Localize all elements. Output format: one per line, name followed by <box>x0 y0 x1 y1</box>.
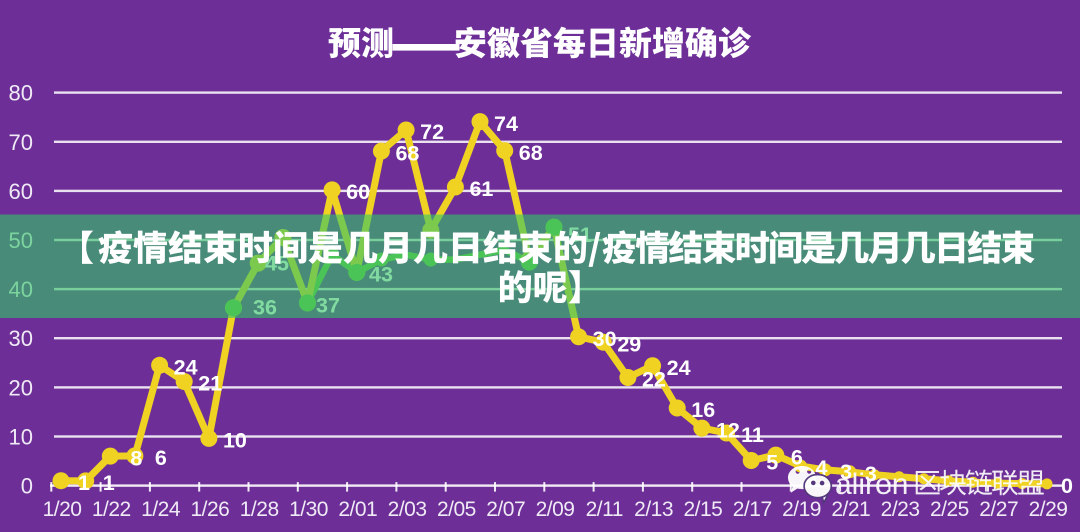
svg-text:1/20: 1/20 <box>43 498 82 521</box>
svg-text:20: 20 <box>9 375 33 400</box>
svg-text:2/25: 2/25 <box>930 498 969 521</box>
svg-text:1/24: 1/24 <box>141 498 181 521</box>
svg-text:16: 16 <box>691 398 715 422</box>
svg-text:2/05: 2/05 <box>437 498 476 521</box>
svg-text:0: 0 <box>21 474 33 499</box>
svg-text:30: 30 <box>593 327 617 351</box>
svg-text:10: 10 <box>9 425 33 450</box>
svg-text:8: 8 <box>130 446 142 470</box>
svg-text:2/15: 2/15 <box>683 498 722 521</box>
svg-text:1/26: 1/26 <box>190 498 229 521</box>
svg-text:1/22: 1/22 <box>92 498 131 521</box>
svg-text:aliren: aliren <box>835 468 908 501</box>
svg-text:2/29: 2/29 <box>1029 498 1068 521</box>
svg-text:0: 0 <box>1061 474 1073 498</box>
svg-text:1: 1 <box>103 471 115 495</box>
svg-text:29: 29 <box>617 332 641 356</box>
svg-text:61: 61 <box>469 177 493 201</box>
svg-text:70: 70 <box>9 130 33 155</box>
svg-text:2/07: 2/07 <box>486 498 525 521</box>
svg-text:2/19: 2/19 <box>782 498 821 521</box>
svg-text:6: 6 <box>791 445 803 469</box>
svg-text:72: 72 <box>420 120 444 144</box>
svg-text:2/09: 2/09 <box>536 498 575 521</box>
svg-text:3: 3 <box>840 460 852 484</box>
svg-text:1/30: 1/30 <box>289 498 328 521</box>
svg-text:74: 74 <box>494 112 518 136</box>
svg-text:11: 11 <box>741 423 764 447</box>
svg-text:2/11: 2/11 <box>586 498 623 521</box>
svg-text:1: 1 <box>78 471 90 495</box>
svg-text:30: 30 <box>9 326 33 351</box>
svg-text:10: 10 <box>223 429 247 453</box>
svg-text:12: 12 <box>716 418 740 442</box>
svg-text:60: 60 <box>346 180 370 204</box>
svg-text:2/03: 2/03 <box>388 498 427 521</box>
svg-text:6: 6 <box>155 446 167 470</box>
svg-text:5: 5 <box>766 451 778 475</box>
svg-text:24: 24 <box>667 356 691 380</box>
svg-text:2/23: 2/23 <box>881 498 920 521</box>
svg-text:2/17: 2/17 <box>733 498 772 521</box>
svg-text:1/28: 1/28 <box>240 498 279 521</box>
svg-text:2/27: 2/27 <box>979 498 1018 521</box>
svg-text:2/13: 2/13 <box>634 498 673 521</box>
svg-text:2/01: 2/01 <box>338 498 377 521</box>
svg-text:68: 68 <box>519 141 543 165</box>
svg-text:24: 24 <box>174 356 198 380</box>
svg-text:60: 60 <box>9 179 33 204</box>
svg-text:68: 68 <box>395 141 419 165</box>
svg-text:2/21: 2/21 <box>831 498 870 521</box>
svg-text:21: 21 <box>198 372 222 396</box>
svg-text:3: 3 <box>865 462 877 486</box>
svg-text:22: 22 <box>642 368 666 392</box>
svg-text:80: 80 <box>9 81 33 106</box>
